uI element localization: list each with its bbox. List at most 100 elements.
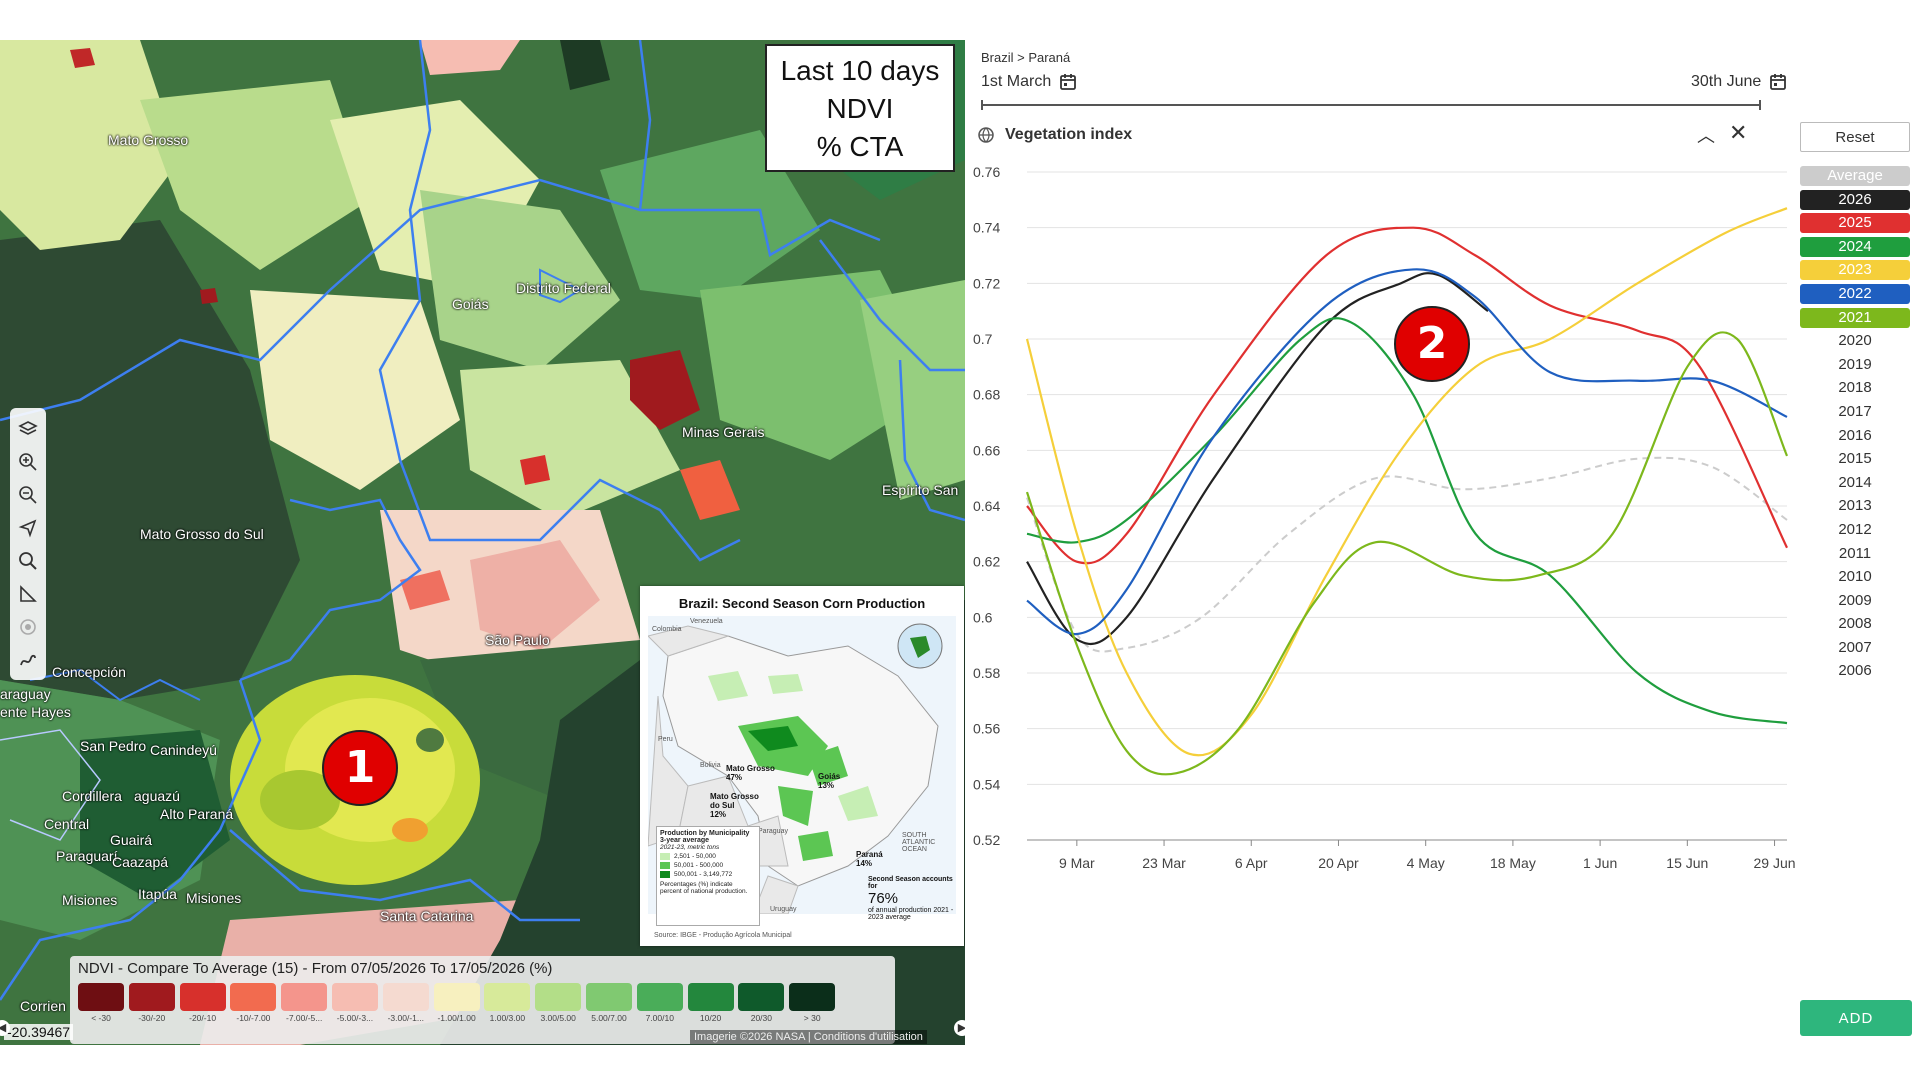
range-handle-end[interactable] — [1759, 100, 1761, 110]
coordinate-readout: -20.39467 — [4, 1024, 74, 1040]
year-toggle-2011[interactable]: 2011 — [1838, 544, 1872, 562]
series-line-2026[interactable] — [1026, 272, 1489, 646]
legend-swatch — [128, 983, 175, 1011]
zoom-in-icon[interactable] — [10, 445, 46, 478]
legend-title: NDVI - Compare To Average (15) - From 07… — [78, 960, 553, 977]
place-label: araguay — [0, 686, 51, 702]
inset-legend-title: Production by Municipality 3-year averag… — [660, 830, 750, 844]
inset-legend-swatch — [660, 862, 670, 869]
vegetation-index-header: Vegetation index ︿ ✕ — [977, 120, 1757, 148]
legend-swatch-row: < -30 -30/-20 -20/-10 -10/-7.00 -7.00/-5... -… — [78, 983, 840, 1023]
year-toggle-2008[interactable]: 2008 — [1838, 615, 1872, 633]
series-line-2022[interactable] — [1026, 268, 1788, 636]
legend-swatch — [230, 983, 277, 1011]
series-line-2025[interactable] — [1026, 226, 1788, 565]
year-toggle-2007[interactable]: 2007 — [1838, 638, 1872, 656]
search-icon[interactable] — [10, 544, 46, 577]
year-toggle-2017[interactable]: 2017 — [1838, 402, 1872, 420]
state-share-label: Paraná 14% — [856, 850, 883, 868]
series-line-average[interactable] — [1026, 456, 1788, 653]
map-title-line: % CTA — [816, 131, 904, 162]
legend-swatch-label: -7.00/-5... — [285, 1013, 323, 1023]
map-canvas[interactable] — [0, 40, 965, 1045]
series-line-2023[interactable] — [1025, 207, 1788, 757]
inset-legend-swatch — [660, 871, 670, 878]
layers-icon[interactable] — [10, 412, 46, 445]
year-toggle-2025[interactable]: 2025 — [1800, 213, 1910, 234]
x-tick-label: 18 May — [1490, 855, 1536, 871]
x-tick-label: 4 May — [1407, 855, 1445, 871]
year-toggle-2018[interactable]: 2018 — [1838, 379, 1872, 397]
legend-swatch — [535, 983, 582, 1011]
inset-country-label: Venezuela — [690, 618, 723, 625]
place-label: Guairá — [110, 832, 153, 848]
year-toggle-2024[interactable]: 2024 — [1800, 236, 1910, 257]
place-label: Caazapá — [112, 854, 169, 870]
series-line-2024[interactable] — [1026, 317, 1788, 725]
year-toggle-2006[interactable]: 2006 — [1838, 662, 1872, 680]
target-icon[interactable] — [10, 610, 46, 643]
legend-item: -5.00/-3... — [331, 983, 382, 1023]
map-attribution[interactable]: Imagerie ©2026 NASA | Conditions d'utili… — [690, 1030, 927, 1044]
y-tick-label: 0.6 — [973, 609, 993, 625]
x-tick-label: 6 Apr — [1235, 855, 1268, 871]
legend-swatch — [179, 983, 226, 1011]
state-share-label: Mato Grosso do Sul 12% — [710, 792, 759, 819]
place-label: Concepción — [52, 664, 126, 680]
calendar-icon[interactable] — [1059, 73, 1077, 91]
end-date-label: 30th June — [1691, 73, 1762, 90]
draw-icon[interactable] — [10, 643, 46, 676]
year-toggle-2012[interactable]: 2012 — [1838, 520, 1872, 538]
x-tick-label: 9 Mar — [1059, 855, 1095, 871]
x-tick-label: 23 Mar — [1142, 855, 1186, 871]
place-label: Minas Gerais — [682, 424, 765, 440]
year-toggle-2026[interactable]: 2026 — [1800, 189, 1910, 210]
vegetation-index-chart[interactable]: 0.52 0.54 0.56 0.58 0.6 0.62 0.64 0.66 0.68 0.7 0.… — [965, 148, 1795, 1048]
year-toggle-2022[interactable]: 2022 — [1800, 283, 1910, 304]
measure-icon[interactable] — [10, 577, 46, 610]
year-toggle-2010[interactable]: 2010 — [1838, 568, 1872, 586]
start-date-picker[interactable]: 1st March — [981, 73, 1077, 91]
legend-swatch-label: -3.00/-1... — [387, 1013, 424, 1023]
chevron-up-icon[interactable]: ︿ — [1697, 126, 1715, 146]
add-button[interactable]: ADD — [1800, 1000, 1912, 1036]
series-line-2021[interactable] — [1025, 331, 1789, 776]
inset-country-label: Bolivia — [700, 762, 721, 769]
legend-item: < -30 — [78, 983, 128, 1023]
navigate-icon[interactable] — [10, 511, 46, 544]
year-toggle-2021[interactable]: 2021 — [1800, 307, 1910, 328]
year-toggle-2023[interactable]: 2023 — [1800, 260, 1910, 281]
map-title-line: NDVI — [826, 93, 894, 124]
inset-legend-note: Percentages (%) indicate percent of nati… — [660, 881, 748, 895]
reset-button[interactable]: Reset — [1800, 122, 1910, 152]
year-toggle-2019[interactable]: 2019 — [1838, 355, 1872, 373]
year-toggle-average[interactable]: Average — [1800, 166, 1910, 186]
breadcrumb[interactable]: Brazil > Paraná — [981, 50, 1071, 65]
calendar-icon[interactable] — [1769, 73, 1787, 91]
year-toggle-2013[interactable]: 2013 — [1838, 497, 1872, 515]
year-toggle-2020[interactable]: 2020 — [1838, 332, 1872, 350]
chart-grid — [1027, 171, 1787, 841]
legend-swatch — [433, 983, 480, 1011]
end-date-picker[interactable]: 30th June — [1691, 73, 1787, 91]
year-toggle-2016[interactable]: 2016 — [1838, 426, 1872, 444]
legend-swatch-label: 3.00/5.00 — [540, 1013, 576, 1023]
place-label: Mato Grosso — [108, 132, 189, 148]
range-handle-start[interactable] — [981, 100, 983, 110]
place-label: Cordillera — [62, 788, 122, 804]
legend-swatch — [585, 983, 632, 1011]
year-toggle-2014[interactable]: 2014 — [1838, 473, 1872, 491]
place-label: Santa Catarina — [380, 908, 474, 924]
place-label: Corrien — [20, 998, 66, 1014]
close-icon[interactable]: ✕ — [1729, 120, 1748, 145]
inset-map: Brazil: Second Season Corn Production Co… — [640, 586, 964, 946]
chevron-right-icon[interactable]: ▶ — [954, 1020, 965, 1036]
legend-swatch — [738, 983, 785, 1011]
date-range-slider[interactable] — [981, 100, 1761, 110]
chevron-left-icon[interactable]: ◀ — [0, 1020, 10, 1036]
year-toggle-2009[interactable]: 2009 — [1838, 591, 1872, 609]
map-panel[interactable]: Mato Grosso Goiás Distrito Federal Minas… — [0, 40, 965, 1045]
legend-swatch-label: -10/-7.00 — [236, 1013, 271, 1023]
zoom-out-icon[interactable] — [10, 478, 46, 511]
year-toggle-2015[interactable]: 2015 — [1838, 450, 1872, 468]
